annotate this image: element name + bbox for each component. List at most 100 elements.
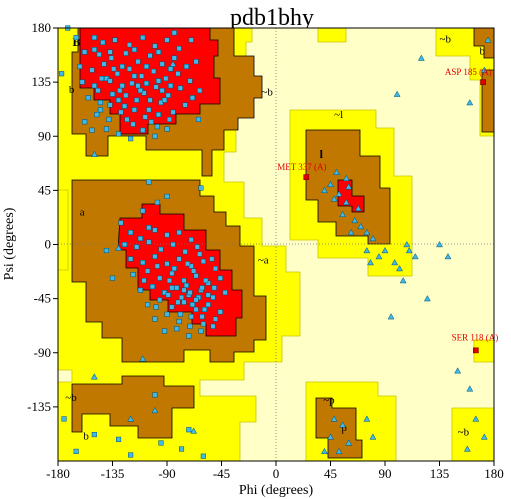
residue-point [176,256,182,262]
residue-point [154,263,160,269]
residue-point [154,124,160,130]
residue-point [157,297,163,303]
residue-point [183,282,189,288]
residue-point [171,55,177,61]
residue-point [140,259,146,266]
residue-point [73,448,79,454]
glycine-point [454,367,462,374]
x-tick-label: -180 [46,466,70,481]
glycine-point [444,253,452,260]
residue-point [194,244,200,250]
residue-point [169,285,175,291]
residue-point [143,63,149,70]
residue-point [134,244,140,250]
residue-point [212,266,218,272]
residue-point [164,232,170,238]
outlier-annotations: ASP 185 (A) MET 337 (A) SER 118 (A) [277,67,499,354]
residue-point [152,43,158,49]
glycine-point [339,421,347,428]
region-label: ~b [458,427,470,439]
residue-point [103,126,109,132]
residue-point [189,302,195,308]
glycine-point [357,222,365,230]
glycine-point [335,447,343,455]
residue-point [140,35,146,41]
residue-point [91,47,97,53]
residue-point [193,306,199,312]
residue-point [109,91,116,97]
residue-point [193,297,199,303]
residue-point [168,83,174,89]
residue-point [109,275,116,281]
glycine-point [411,253,419,260]
glycine-point [90,373,98,380]
residue-point [154,199,160,205]
residue-point [122,103,128,109]
residue-point [122,241,128,248]
residue-point [91,35,97,41]
residue-point [159,61,165,67]
glycine-point [115,244,122,251]
residue-point [114,71,120,77]
residue-point [171,30,177,36]
residue-point [143,80,149,86]
residue-point [79,79,85,85]
residue-point [118,109,124,115]
residue-point [170,241,176,248]
y-tick-label: -45 [34,291,51,306]
glycine-point [190,427,198,434]
glycine-point [480,433,488,440]
region-label: b [69,84,75,96]
y-tick-label: 90 [38,128,51,143]
residue-point [164,311,170,317]
residue-point [176,318,182,325]
residue-point [97,100,103,106]
residue-point [210,323,216,329]
outlier-label: SER 118 (A) [452,333,499,343]
generous-region-left-strip [57,189,69,271]
glycine-point [345,439,353,446]
residue-point [199,314,205,320]
residue-point [135,83,141,89]
residue-point [95,87,101,94]
glycine-point [363,415,371,422]
residue-point [116,436,122,442]
region-label: b [479,45,485,57]
residue-point [152,227,158,233]
residue-point [188,314,194,320]
residue-point [152,316,158,322]
residue-point [116,97,122,103]
glycine-point [321,186,328,194]
residue-point [126,66,133,72]
residue-point [187,323,193,329]
x-tick-label: 180 [484,466,504,481]
residue-point [103,247,109,254]
residue-point [165,292,171,298]
region-label: ~p [323,394,335,406]
residue-point [151,68,157,74]
residue-point [165,92,171,98]
glycine-point [339,210,347,218]
residue-point [123,92,129,98]
residue-point [135,59,141,65]
residue-point [188,37,194,43]
glycine-point [480,66,488,73]
glycine-point [405,246,413,254]
residue-point [197,87,203,94]
residue-point [170,109,176,115]
residue-point [186,333,192,339]
residue-point [94,112,100,118]
glycine-point [466,385,474,392]
residue-point [146,107,152,113]
residue-point [181,299,187,305]
region-label: ~b [440,33,452,45]
residue-point [108,55,114,61]
region-label: a [80,207,85,219]
residue-point [99,75,105,82]
residue-point [152,133,158,139]
residue-point [146,179,152,185]
residue-point [89,127,95,133]
glycine-point [396,265,403,272]
region-label: b [83,430,89,442]
residue-point [174,326,180,332]
